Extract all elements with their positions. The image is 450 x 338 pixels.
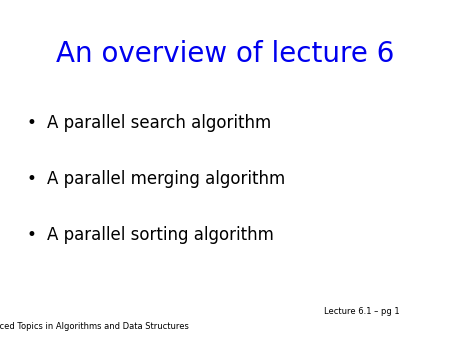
Text: •: •: [27, 114, 36, 132]
Text: A parallel sorting algorithm: A parallel sorting algorithm: [47, 226, 274, 244]
Text: •: •: [27, 226, 36, 244]
Text: A parallel search algorithm: A parallel search algorithm: [47, 114, 271, 132]
Text: Lecture 6.1 – pg 1: Lecture 6.1 – pg 1: [324, 307, 400, 316]
Text: •: •: [27, 170, 36, 188]
Text: An overview of lecture 6: An overview of lecture 6: [56, 40, 394, 68]
Text: Advanced Topics in Algorithms and Data Structures: Advanced Topics in Algorithms and Data S…: [0, 321, 189, 331]
Text: A parallel merging algorithm: A parallel merging algorithm: [47, 170, 285, 188]
